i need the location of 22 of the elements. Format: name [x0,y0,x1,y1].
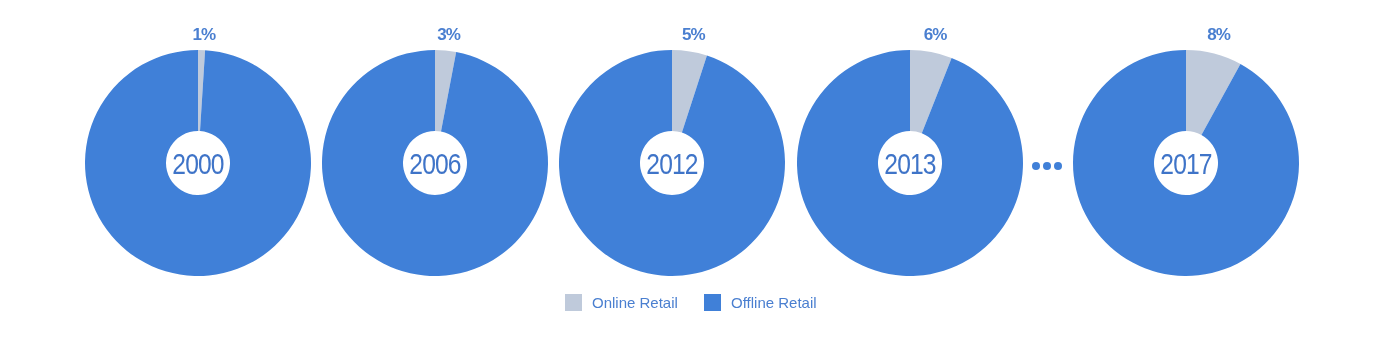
donut-slice [322,50,548,276]
data-label: 8% [1207,25,1231,44]
legend-label: Offline Retail [731,294,817,311]
data-label: 1% [192,25,217,44]
donut-slice [1186,50,1241,135]
donut-slice [1073,50,1299,276]
text: 2012 [646,148,698,181]
donut-slice [672,50,707,133]
data-label: 5% [681,25,706,44]
data-label: 3% [437,25,461,44]
text: 2000 [172,148,224,181]
donut-slice [559,50,785,276]
text: 2006 [409,148,461,181]
donut-slice [85,50,311,276]
donut-slice [198,50,206,132]
donut-slice [797,50,1023,276]
text: 2017 [1160,148,1212,181]
data-label: 6% [923,25,948,44]
text: 2013 [884,148,936,181]
donut-slice [910,50,952,134]
legend-label: Online Retail [592,294,678,311]
donut-slice [435,50,457,132]
